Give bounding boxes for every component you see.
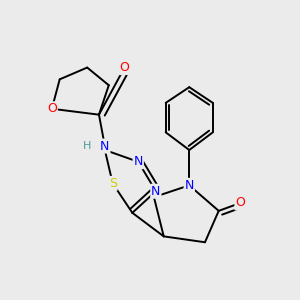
Text: O: O bbox=[47, 102, 57, 115]
Text: N: N bbox=[134, 155, 143, 168]
Text: N: N bbox=[100, 140, 110, 153]
Text: H: H bbox=[83, 141, 92, 151]
Text: O: O bbox=[236, 196, 245, 209]
Text: N: N bbox=[151, 185, 160, 198]
Text: O: O bbox=[119, 61, 129, 74]
Text: S: S bbox=[109, 177, 117, 190]
Text: N: N bbox=[184, 179, 194, 192]
